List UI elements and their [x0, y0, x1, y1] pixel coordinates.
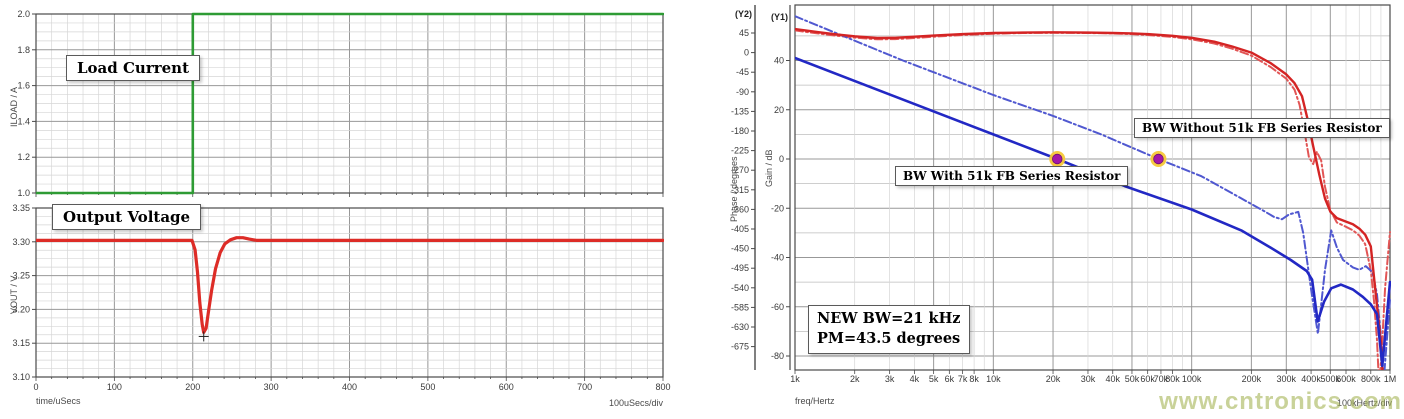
svg-text:-405: -405: [731, 224, 749, 234]
bw-with-annotation: BW With 51k FB Series Resistor: [895, 166, 1129, 186]
svg-text:-80: -80: [771, 351, 784, 361]
svg-text:300k: 300k: [1277, 374, 1297, 384]
freq-axis-label: freq/Hertz: [795, 396, 835, 406]
svg-text:1.2: 1.2: [17, 152, 30, 162]
svg-text:10k: 10k: [986, 374, 1001, 384]
svg-text:1.4: 1.4: [17, 116, 30, 126]
time-div-label: 100uSecs/div: [608, 398, 663, 408]
vout-axis-label: VOUT / V: [9, 275, 19, 314]
svg-text:400k: 400k: [1301, 374, 1321, 384]
svg-text:0: 0: [33, 382, 38, 392]
svg-text:40: 40: [774, 56, 784, 66]
svg-text:30k: 30k: [1081, 374, 1096, 384]
svg-text:400: 400: [342, 382, 357, 392]
svg-text:200: 200: [185, 382, 200, 392]
gain-axis-label: Gain / dB: [764, 149, 774, 187]
svg-text:1.0: 1.0: [17, 188, 30, 198]
svg-text:3.10: 3.10: [12, 372, 30, 382]
bode-chart: 45 0 -45 -90 -135 -180 -225 -270 -315 -360 -405 -45…: [731, 4, 1397, 384]
phase-axis-label: Phase / degrees: [729, 156, 739, 222]
svg-text:-270: -270: [731, 165, 749, 175]
watermark: www.cntronics.com: [1159, 388, 1402, 415]
svg-text:-315: -315: [731, 185, 749, 195]
svg-text:1M: 1M: [1384, 374, 1397, 384]
y1-axis-header: (Y1): [771, 12, 789, 22]
svg-text:-135: -135: [731, 106, 749, 116]
svg-text:3.35: 3.35: [12, 203, 30, 213]
time-axis-label: time/uSecs: [36, 396, 81, 406]
iload-axis-label: ILOAD / A: [9, 86, 19, 127]
svg-text:3k: 3k: [885, 374, 895, 384]
svg-text:1.6: 1.6: [17, 81, 30, 91]
svg-text:-45: -45: [736, 67, 749, 77]
new-bw-line1: NEW BW=21 kHz: [817, 310, 961, 327]
svg-text:-20: -20: [771, 203, 784, 213]
svg-text:80k: 80k: [1165, 374, 1180, 384]
new-bw-line2: PM=43.5 degrees: [817, 330, 961, 348]
svg-text:7k: 7k: [958, 374, 968, 384]
svg-text:50k: 50k: [1125, 374, 1140, 384]
svg-text:-225: -225: [731, 146, 749, 156]
svg-text:4k: 4k: [910, 374, 920, 384]
freq-div-label: 100kHertz/div: [1336, 398, 1392, 408]
svg-text:8k: 8k: [969, 374, 979, 384]
svg-text:100k: 100k: [1182, 374, 1202, 384]
svg-text:200k: 200k: [1242, 374, 1262, 384]
svg-text:5k: 5k: [929, 374, 939, 384]
svg-text:2k: 2k: [850, 374, 860, 384]
svg-text:600k: 600k: [1336, 374, 1356, 384]
svg-text:60k: 60k: [1140, 374, 1155, 384]
svg-text:800k: 800k: [1361, 374, 1381, 384]
bw-without-annotation: BW Without 51k FB Series Resistor: [1134, 118, 1390, 138]
svg-text:-540: -540: [731, 283, 749, 293]
svg-text:-90: -90: [736, 87, 749, 97]
svg-text:-585: -585: [731, 302, 749, 312]
svg-text:20k: 20k: [1046, 374, 1061, 384]
svg-text:300: 300: [264, 382, 279, 392]
svg-text:6k: 6k: [945, 374, 955, 384]
svg-text:-180: -180: [731, 126, 749, 136]
svg-text:700: 700: [577, 382, 592, 392]
svg-text:20: 20: [774, 105, 784, 115]
svg-text:1k: 1k: [790, 374, 800, 384]
svg-text:3.15: 3.15: [12, 338, 30, 348]
svg-text:500k: 500k: [1321, 374, 1341, 384]
svg-text:1.8: 1.8: [17, 45, 30, 55]
svg-text:3.20: 3.20: [12, 304, 30, 314]
svg-text:500: 500: [420, 382, 435, 392]
svg-text:0: 0: [779, 154, 784, 164]
svg-text:70k: 70k: [1154, 374, 1169, 384]
svg-text:-450: -450: [731, 244, 749, 254]
svg-text:-40: -40: [771, 253, 784, 263]
svg-text:-630: -630: [731, 322, 749, 332]
new-bw-annotation: NEW BW=21 kHz PM=43.5 degrees: [808, 305, 970, 354]
transient-chart: 2.0 1.8 1.6 1.4 1.2 1.0 3.35 3.30 3.25 3.20 3.15 3.…: [12, 9, 670, 392]
svg-text:3.25: 3.25: [12, 271, 30, 281]
svg-text:-675: -675: [731, 342, 749, 352]
svg-text:600: 600: [499, 382, 514, 392]
svg-text:45: 45: [739, 28, 749, 38]
svg-text:0: 0: [744, 48, 749, 58]
svg-text:40k: 40k: [1105, 374, 1120, 384]
svg-text:3.30: 3.30: [12, 237, 30, 247]
load-current-label: Load Current: [66, 55, 201, 81]
y2-axis-header: (Y2): [735, 9, 753, 19]
svg-text:-60: -60: [771, 302, 784, 312]
svg-text:-360: -360: [731, 204, 749, 214]
svg-text:2.0: 2.0: [17, 9, 30, 19]
svg-text:100: 100: [107, 382, 122, 392]
svg-text:-495: -495: [731, 263, 749, 273]
output-voltage-label: Output Voltage: [52, 204, 202, 230]
svg-text:800: 800: [655, 382, 670, 392]
